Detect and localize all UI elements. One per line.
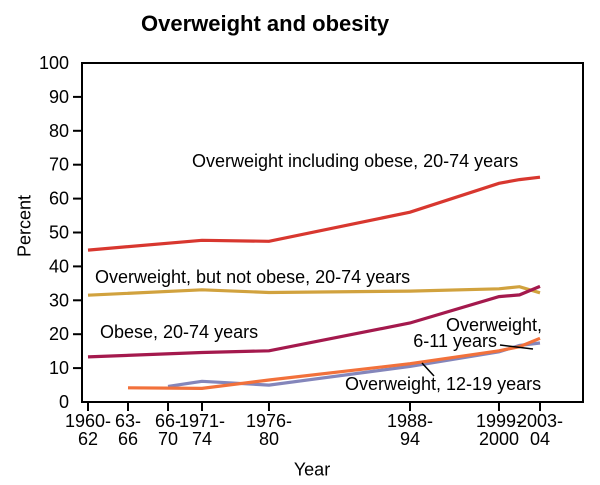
series-label-overweight-including-obese: Overweight including obese, 20-74 years: [192, 151, 519, 171]
x-tick-label: 1976-: [246, 411, 292, 431]
x-tick-label: 1999-: [476, 411, 522, 431]
y-tick-label: 100: [39, 53, 69, 73]
x-axis-title: Year: [293, 459, 331, 480]
x-tick-label: 2003-: [517, 411, 563, 431]
y-tick-label: 80: [49, 121, 69, 141]
x-tick-label: 66: [118, 429, 138, 449]
x-tick-label: 1971-: [179, 411, 225, 431]
series-label-overweight-6-11-line1: Overweight,: [445, 315, 542, 335]
series-label-overweight-6-11-line2: 6-11 years: [413, 331, 497, 351]
y-tick-label: 50: [49, 223, 69, 243]
y-tick-label: 0: [59, 392, 69, 412]
y-tick-label: 20: [49, 324, 69, 344]
y-tick-label: 90: [49, 87, 69, 107]
series-label-overweight-not-obese: Overweight, but not obese, 20-74 years: [95, 267, 411, 287]
annotation-leader-line: [421, 362, 435, 377]
x-tick-label: 2000: [479, 429, 519, 449]
y-tick-label: 10: [49, 358, 69, 378]
x-tick-label: 70: [158, 429, 178, 449]
series-label-overweight-12-19: Overweight, 12-19 years: [345, 374, 542, 394]
y-tick-label: 30: [49, 290, 69, 310]
x-tick-label: 94: [400, 429, 420, 449]
x-tick-label: 1988-: [387, 411, 433, 431]
x-tick-label: 66-: [155, 411, 181, 431]
plot-border: [81, 62, 584, 403]
x-tick-label: 80: [259, 429, 279, 449]
x-tick-label: 63-: [115, 411, 141, 431]
x-tick-label: 74: [192, 429, 212, 449]
series-line: [87, 285, 541, 297]
series-line: [87, 175, 541, 252]
x-tick-label: 62: [78, 429, 98, 449]
y-tick-label: 60: [49, 189, 69, 209]
x-tick-label: 1960-: [65, 411, 111, 431]
chart-title: Overweight and obesity: [141, 11, 390, 36]
y-tick-label: 70: [49, 155, 69, 175]
annotation-leader-line: [499, 344, 534, 350]
series-line: [87, 284, 541, 359]
series-label-obese: Obese, 20-74 years: [100, 322, 259, 342]
y-tick-label: 40: [49, 256, 69, 276]
x-tick-label: 04: [530, 429, 550, 449]
